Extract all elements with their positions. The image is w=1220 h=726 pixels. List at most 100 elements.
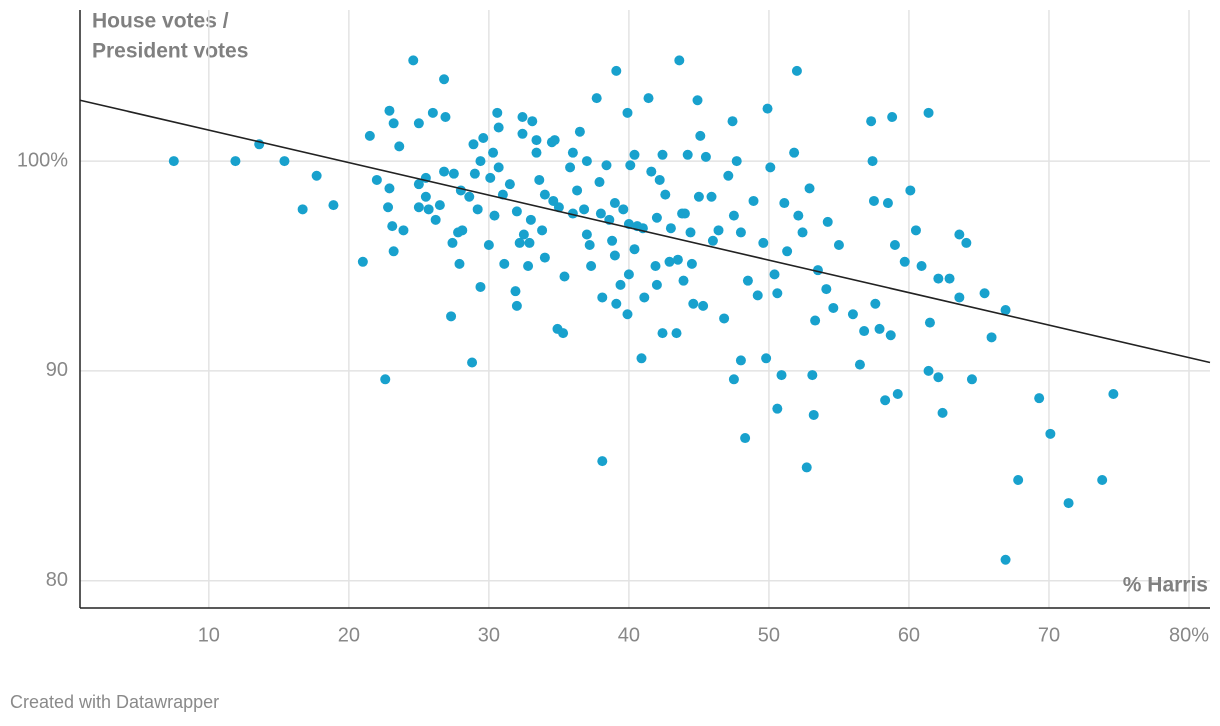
point bbox=[859, 326, 870, 337]
y-tick-label: 80 bbox=[46, 569, 68, 591]
point bbox=[609, 198, 620, 209]
point bbox=[539, 189, 550, 200]
point bbox=[657, 149, 668, 160]
point bbox=[740, 433, 751, 444]
x-tick-label: 70 bbox=[1038, 624, 1060, 646]
point bbox=[523, 260, 534, 271]
point bbox=[364, 130, 375, 141]
point bbox=[654, 174, 665, 185]
point bbox=[899, 256, 910, 267]
y-tick-label: 100% bbox=[17, 149, 68, 171]
point bbox=[434, 200, 445, 211]
point bbox=[439, 74, 450, 85]
point bbox=[413, 202, 424, 213]
point bbox=[833, 240, 844, 251]
point bbox=[801, 462, 812, 473]
point bbox=[440, 112, 451, 123]
point bbox=[527, 116, 538, 127]
point bbox=[910, 225, 921, 236]
point bbox=[772, 403, 783, 414]
point bbox=[1000, 305, 1011, 316]
point bbox=[651, 212, 662, 223]
point bbox=[581, 156, 592, 167]
point bbox=[625, 160, 636, 171]
point bbox=[954, 292, 965, 303]
point bbox=[383, 202, 394, 213]
point bbox=[594, 177, 605, 188]
point bbox=[384, 183, 395, 194]
point bbox=[887, 112, 898, 123]
point bbox=[413, 179, 424, 190]
point bbox=[398, 225, 409, 236]
point bbox=[779, 198, 790, 209]
point bbox=[761, 353, 772, 364]
point bbox=[384, 105, 395, 116]
point bbox=[685, 227, 696, 238]
point bbox=[748, 195, 759, 206]
point bbox=[468, 139, 479, 150]
point bbox=[467, 357, 478, 368]
point bbox=[475, 281, 486, 292]
point bbox=[439, 166, 450, 177]
point bbox=[517, 112, 528, 123]
point bbox=[874, 323, 885, 334]
point bbox=[1013, 475, 1024, 486]
point bbox=[678, 275, 689, 286]
point bbox=[447, 237, 458, 248]
point bbox=[539, 252, 550, 263]
point bbox=[510, 286, 521, 297]
point bbox=[698, 300, 709, 311]
point bbox=[961, 237, 972, 248]
point bbox=[646, 166, 657, 177]
point bbox=[328, 200, 339, 211]
point bbox=[686, 258, 697, 269]
point bbox=[804, 183, 815, 194]
x-tick-label: 10 bbox=[198, 624, 220, 646]
point bbox=[489, 210, 500, 221]
point bbox=[671, 328, 682, 339]
point bbox=[808, 409, 819, 420]
point bbox=[758, 237, 769, 248]
point bbox=[525, 214, 536, 225]
point bbox=[944, 273, 955, 284]
point bbox=[679, 208, 690, 219]
point bbox=[511, 206, 522, 217]
point bbox=[933, 372, 944, 383]
point bbox=[483, 240, 494, 251]
point bbox=[622, 309, 633, 320]
point bbox=[574, 126, 585, 137]
point bbox=[531, 147, 542, 158]
point bbox=[885, 330, 896, 341]
point bbox=[1063, 498, 1074, 509]
x-tick-label: 60 bbox=[898, 624, 920, 646]
point bbox=[371, 174, 382, 185]
point bbox=[413, 118, 424, 129]
point bbox=[923, 365, 934, 376]
point bbox=[454, 258, 465, 269]
x-tick-label: 80% bbox=[1169, 624, 1209, 646]
point bbox=[828, 302, 839, 313]
point bbox=[868, 195, 879, 206]
point bbox=[455, 185, 466, 196]
point bbox=[531, 135, 542, 146]
point bbox=[765, 162, 776, 173]
point bbox=[672, 254, 683, 265]
point bbox=[558, 328, 569, 339]
point bbox=[597, 292, 608, 303]
point bbox=[579, 204, 590, 215]
point bbox=[297, 204, 308, 215]
point bbox=[660, 189, 671, 200]
point bbox=[793, 210, 804, 221]
point bbox=[880, 395, 891, 406]
point bbox=[420, 191, 431, 202]
x-tick-label: 50 bbox=[758, 624, 780, 646]
point bbox=[311, 170, 322, 181]
point bbox=[742, 275, 753, 286]
point bbox=[601, 160, 612, 171]
point bbox=[584, 240, 595, 251]
point bbox=[867, 156, 878, 167]
point bbox=[448, 168, 459, 179]
point bbox=[688, 298, 699, 309]
point bbox=[279, 156, 290, 167]
point bbox=[478, 132, 489, 143]
